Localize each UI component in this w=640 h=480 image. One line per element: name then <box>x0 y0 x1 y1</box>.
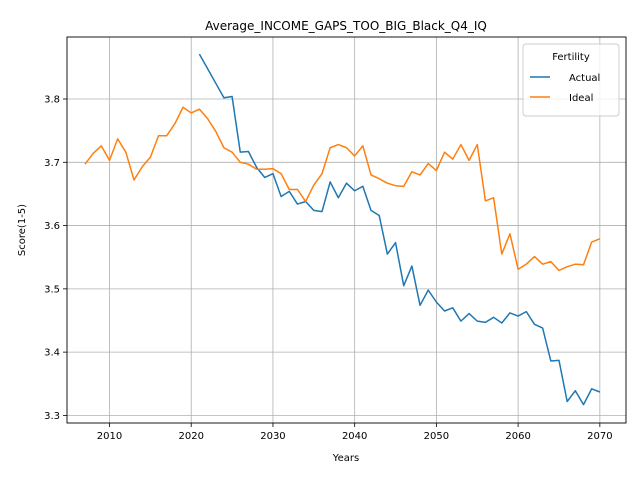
legend-box <box>522 43 620 117</box>
series-line-ideal <box>84 106 601 272</box>
x-tick-label: 2070 <box>587 431 612 442</box>
legend-title: Fertility <box>552 52 590 63</box>
chart-title: Average_INCOME_GAPS_TOO_BIG_Black_Q4_IQ <box>205 19 487 33</box>
plot-frame <box>66 36 627 424</box>
x-tick-label: 2060 <box>505 431 530 442</box>
y-tick-label: 3.6 <box>44 221 60 232</box>
x-tick-label: 2010 <box>97 431 122 442</box>
y-tick-label: 3.3 <box>44 411 60 422</box>
y-tick-label: 3.4 <box>44 348 60 359</box>
series-lines <box>84 53 601 406</box>
x-tick-label: 2050 <box>424 431 449 442</box>
legend-label-actual: Actual <box>569 73 600 84</box>
x-tick-label: 2040 <box>342 431 367 442</box>
x-tick-label: 2020 <box>178 431 203 442</box>
legend-label-ideal: Ideal <box>569 93 593 104</box>
y-tick-label: 3.5 <box>44 284 60 295</box>
axis-ticks: 2010 2020 2030 2040 2050 2060 2070 3.3 3.4 3.5 3.6… <box>44 95 612 442</box>
y-axis-label: Score(1-5) <box>17 204 28 256</box>
x-tick-label: 2030 <box>260 431 285 442</box>
series-line-actual <box>198 53 601 406</box>
y-tick-label: 3.8 <box>44 95 60 106</box>
x-axis-label: Years <box>332 453 359 464</box>
legend: Fertility Actual Ideal <box>522 43 620 117</box>
y-tick-label: 3.7 <box>44 158 60 169</box>
